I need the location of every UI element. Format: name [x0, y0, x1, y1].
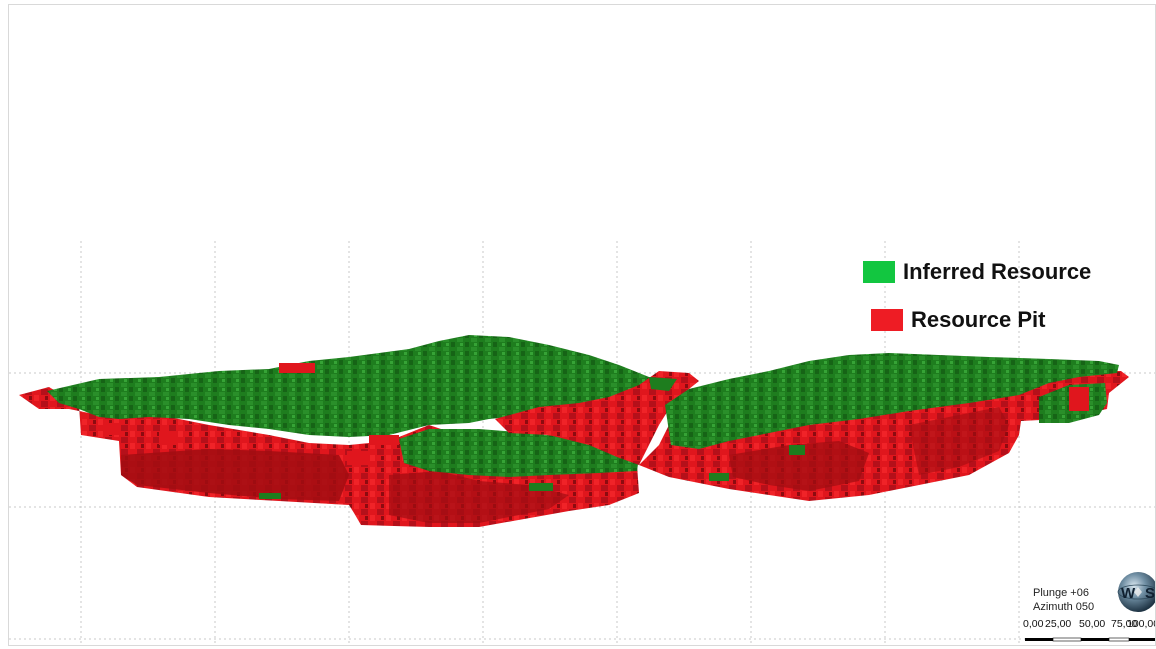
right-orebody: [639, 353, 1129, 501]
scale-bar-graphic: [1025, 637, 1155, 642]
compass-globe-icon[interactable]: W S: [1117, 571, 1156, 613]
compass-letter-right: S: [1145, 585, 1155, 602]
legend-swatch-resource-pit-icon: [871, 309, 903, 331]
centre-orebody: [495, 371, 699, 465]
scale-label-100: 100,00: [1127, 618, 1156, 630]
scale-label-25: 25,00: [1045, 618, 1072, 630]
plunge-readout: Plunge +06: [1033, 587, 1089, 599]
scale-label-75: 75,00: [1111, 618, 1138, 630]
model-viewport[interactable]: Inferred Resource Resource Pit Plunge +0…: [8, 4, 1156, 646]
legend-swatch-inferred-icon: [863, 261, 895, 283]
scale-label-0: 0,00: [1023, 618, 1044, 630]
legend-item-inferred: Inferred Resource: [863, 259, 1091, 285]
scale-label-50: 50,00: [1079, 618, 1106, 630]
scale-bar: 0,00 25,00 50,00 75,00 100,00: [1023, 618, 1156, 645]
compass-letter-left: W: [1121, 585, 1136, 602]
view-orientation: Plunge +06 Azimuth 050: [1033, 586, 1094, 614]
legend-label-inferred: Inferred Resource: [903, 259, 1092, 284]
legend-item-resource-pit: Resource Pit: [871, 307, 1046, 333]
azimuth-readout: Azimuth 050: [1033, 601, 1095, 613]
block-model-scene[interactable]: [9, 5, 1155, 645]
legend-label-resource-pit: Resource Pit: [911, 307, 1046, 332]
